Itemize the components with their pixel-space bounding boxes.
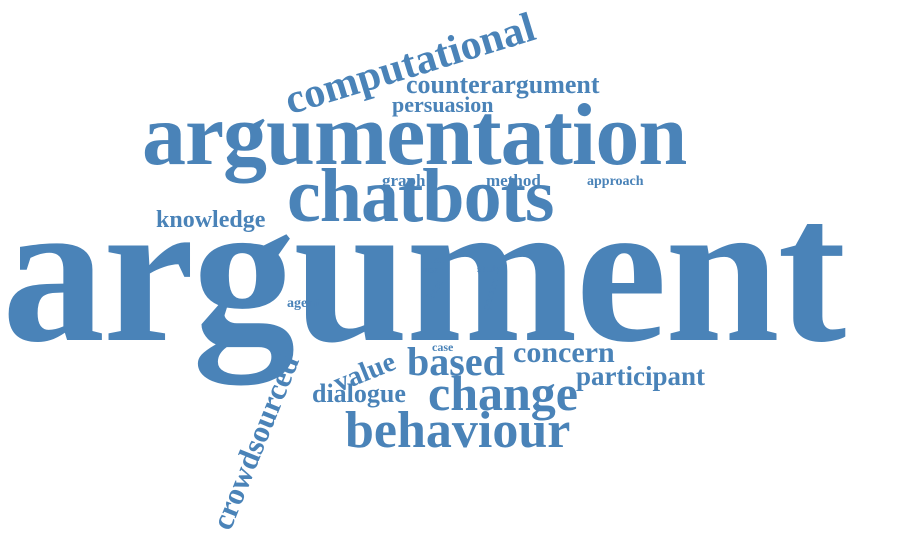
word-counterargument: counterargument (406, 70, 600, 99)
word-based: based (407, 339, 505, 384)
word-chatbots: chatbots (287, 154, 554, 238)
word-persuasion: persuasion (392, 92, 494, 117)
word-behaviour: behaviour (345, 402, 571, 459)
word-knowledge: knowledge (156, 207, 266, 233)
word-participant: participant (576, 361, 706, 391)
word-user: user (423, 264, 444, 276)
word-change: change (428, 365, 578, 421)
word-text: text (431, 255, 446, 265)
word-study: study (477, 264, 501, 275)
word-case: case (432, 340, 454, 354)
word-dialogue: dialogue (312, 379, 406, 408)
word-agent: agent (287, 296, 320, 311)
word-argumentation: argumentation (142, 87, 687, 184)
word-graph: graph (382, 171, 426, 190)
word-concern: concern (513, 336, 615, 369)
word-argument: argument (2, 156, 846, 385)
word-approach: approach (587, 174, 644, 189)
word-method: method (486, 171, 541, 190)
